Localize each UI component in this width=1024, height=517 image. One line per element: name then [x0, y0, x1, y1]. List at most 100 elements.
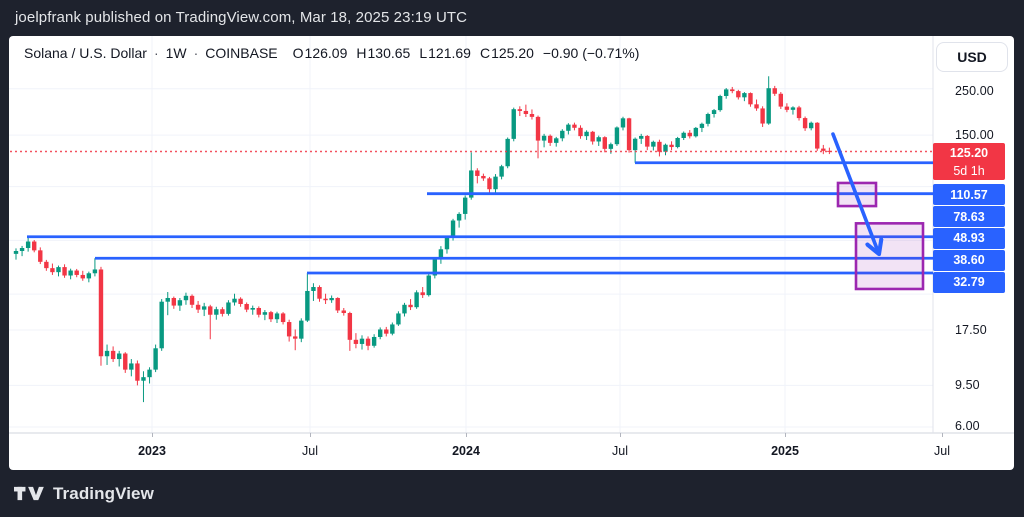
candle-body: [56, 267, 61, 273]
candle: [135, 360, 140, 386]
candle-body: [280, 313, 286, 323]
symbol-title: Solana / U.S. Dollar: [24, 45, 147, 61]
candle: [293, 329, 298, 351]
close-value: 125.20: [491, 45, 534, 61]
candle-body: [645, 135, 650, 147]
candlestick-chart[interactable]: [9, 36, 1014, 470]
candle: [796, 105, 802, 121]
candle: [116, 350, 122, 367]
candle: [651, 140, 656, 151]
candle: [280, 312, 286, 325]
candle-body: [608, 144, 614, 149]
candle-body: [772, 88, 777, 94]
candle: [462, 195, 468, 220]
candle: [693, 126, 699, 138]
candle: [195, 300, 201, 314]
candle-body: [547, 135, 553, 143]
open-value: 126.09: [304, 45, 348, 61]
candle: [305, 273, 310, 323]
candle-body: [384, 329, 389, 334]
candle: [226, 300, 231, 316]
candle: [50, 263, 55, 275]
candle-body: [602, 137, 607, 149]
price-axis[interactable]: 250.00 150.00 17.50 9.50 6.00 125.20 5d …: [933, 36, 1014, 433]
candle-body: [153, 348, 158, 370]
candle-body: [74, 270, 79, 275]
target-box-drawing[interactable]: [854, 222, 925, 291]
candle: [596, 135, 601, 146]
candle: [584, 130, 589, 141]
candle-body: [717, 95, 723, 111]
candle-body: [699, 123, 705, 128]
candle: [511, 107, 516, 142]
time-tick: [152, 433, 153, 437]
candle: [560, 129, 565, 142]
time-axis[interactable]: 2023 Jul 2024 Jul 2025 Jul: [9, 433, 1014, 470]
candle-body: [201, 306, 207, 310]
candle-body: [760, 108, 765, 124]
candle: [535, 115, 541, 159]
chart-header: Solana / U.S. Dollar · 1W · COINBASE O 12…: [24, 45, 639, 61]
candle: [517, 106, 523, 117]
candle: [808, 121, 814, 131]
candle-body: [250, 307, 255, 310]
time-axis-label: 2023: [138, 444, 166, 458]
candle-body: [414, 292, 419, 308]
candle-body: [687, 132, 692, 137]
attribution-text: joelpfrank published on TradingView.com,…: [15, 9, 468, 26]
tradingview-logo-link[interactable]: TradingView: [14, 484, 154, 504]
time-tick: [942, 433, 943, 437]
candle: [86, 271, 92, 283]
time-axis-label: 2024: [452, 444, 480, 458]
low-value: 121.69: [428, 45, 471, 61]
time-axis-label: Jul: [934, 444, 950, 458]
candle: [456, 212, 462, 228]
candle: [493, 174, 498, 194]
candle-body: [426, 275, 431, 296]
candle-body: [669, 144, 674, 148]
candle: [723, 88, 729, 99]
down-arrow-drawing[interactable]: [831, 132, 878, 251]
candle-body: [790, 107, 796, 110]
candle-body: [432, 259, 438, 276]
currency-button[interactable]: USD: [936, 42, 1008, 72]
candle: [408, 299, 413, 311]
candle-body: [311, 287, 316, 291]
price-axis-label: 6.00: [955, 419, 980, 433]
candle-body: [535, 116, 541, 141]
candle: [74, 268, 79, 278]
candle-body: [754, 104, 759, 109]
candle: [772, 85, 777, 96]
candle-body: [566, 124, 571, 131]
candle: [177, 297, 183, 311]
candle-body: [365, 338, 371, 346]
candle: [44, 259, 49, 271]
candle-body: [469, 170, 474, 198]
candle: [766, 76, 771, 125]
close-label: C: [479, 45, 491, 61]
candle: [523, 104, 529, 118]
candle-body: [299, 320, 304, 339]
price-axis-label: 150.00: [955, 128, 994, 142]
candle: [365, 336, 371, 351]
candle-body: [189, 295, 195, 305]
candle-body: [92, 269, 98, 274]
level-badge: 32.79: [933, 271, 1005, 293]
candle: [754, 99, 759, 111]
candle-body: [286, 322, 292, 337]
chart-panel: Solana / U.S. Dollar · 1W · COINBASE O 12…: [9, 36, 1014, 470]
candle-body: [274, 313, 280, 320]
price-axis-label: 9.50: [955, 378, 980, 392]
change-value: −0.90 (−0.71%): [542, 45, 640, 61]
candle: [426, 273, 431, 297]
candle: [396, 311, 401, 326]
candle: [299, 318, 304, 343]
candle-body: [323, 298, 328, 301]
candle-body: [68, 270, 73, 276]
candle-body: [408, 304, 413, 308]
price-axis-label: 17.50: [955, 323, 987, 337]
candle: [68, 268, 73, 280]
candle-body: [80, 274, 85, 279]
candle-body: [147, 369, 152, 378]
candle-body: [493, 176, 498, 190]
